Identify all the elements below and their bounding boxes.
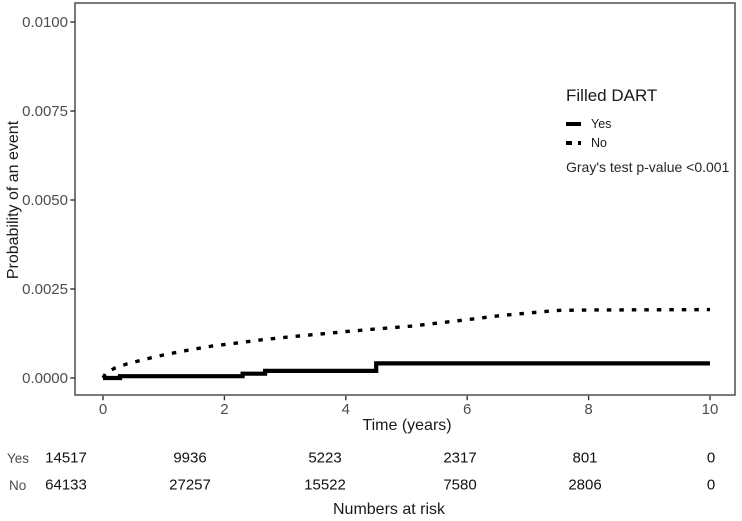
plot-panel-border [74, 2, 736, 396]
y-tick-label: 0.0100 [22, 14, 68, 31]
risk-count: 64133 [45, 476, 87, 494]
x-axis-title: Time (years) [362, 417, 452, 434]
series-yes-line [103, 361, 710, 381]
risk-row-label-yes: Yes [7, 451, 30, 466]
x-tick-label: 4 [342, 401, 350, 418]
legend-item-yes: Yes [566, 117, 611, 131]
x-tick-label: 10 [702, 401, 719, 418]
risk-table-caption: Numbers at risk [332, 501, 446, 518]
y-tick-label: 0.0075 [22, 103, 68, 120]
legend-label-no: No [591, 136, 607, 150]
risk-count: 0 [706, 449, 716, 467]
gray-test-pvalue: Gray's test p-value <0.001 [566, 159, 730, 175]
solid-line-swatch-icon [566, 121, 581, 127]
legend-title: Filled DART [566, 86, 658, 105]
risk-count: 7580 [443, 476, 477, 494]
risk-count: 0 [706, 476, 716, 494]
legend-label-yes: Yes [591, 117, 612, 131]
risk-count: 2806 [568, 476, 602, 494]
survival-curves [101, 307, 711, 381]
x-tick-label: 0 [99, 401, 107, 418]
risk-count: 2317 [443, 449, 477, 467]
y-axis-title: Probability of an event [5, 120, 22, 280]
dotted-line-swatch-icon [566, 140, 581, 146]
y-tick-label: 0.0025 [22, 281, 68, 298]
x-tick-label: 8 [584, 401, 592, 418]
risk-count: 801 [572, 449, 598, 467]
x-tick-label: 6 [463, 401, 471, 418]
risk-count: 5223 [308, 449, 342, 467]
legend-item-no: No [566, 136, 607, 150]
risk-count: 9936 [173, 449, 207, 467]
risk-count: 27257 [169, 476, 211, 494]
risk-row-label-no: No [9, 478, 27, 493]
risk-count: 15522 [304, 476, 346, 494]
y-tick-label: 0.0000 [22, 370, 68, 387]
risk-count: 14517 [45, 449, 87, 467]
axis-ticks: 0 2 4 6 8 10 0.0000 0.0025 0.0050 0.0075 0.0100 [22, 14, 718, 418]
x-tick-label: 2 [220, 401, 228, 418]
series-no-line [101, 307, 711, 379]
y-tick-label: 0.0050 [22, 192, 68, 209]
